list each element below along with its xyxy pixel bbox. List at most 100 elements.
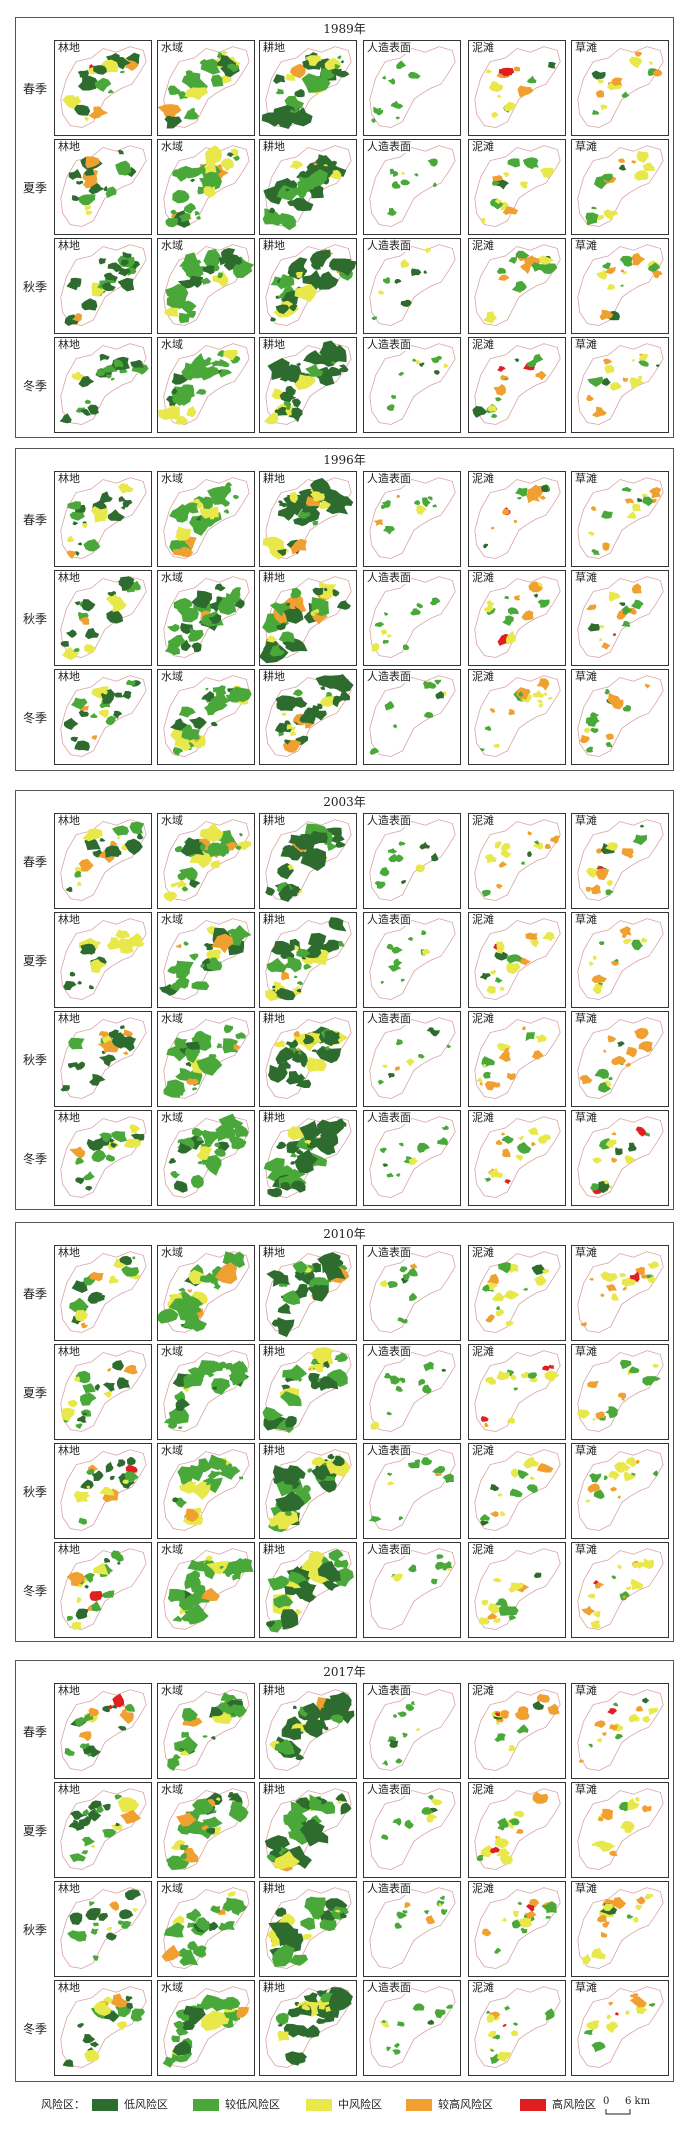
land-type-label: 林地 — [58, 571, 80, 584]
risk-patch — [301, 1820, 307, 1826]
risk-map — [472, 343, 561, 425]
risk-patch — [200, 277, 212, 285]
land-type-label: 耕地 — [263, 338, 285, 351]
risk-patch — [390, 394, 397, 399]
season-label: 夏季 — [22, 1386, 47, 1400]
risk-patch — [388, 1375, 401, 1385]
risk-patch — [533, 593, 538, 598]
risk-patch — [613, 633, 617, 637]
risk-map — [369, 576, 456, 658]
risk-patch — [587, 1380, 599, 1389]
risk-patch — [629, 1271, 640, 1283]
risk-map — [474, 244, 561, 326]
risk-patch — [293, 1608, 303, 1615]
risk-patch — [98, 257, 107, 265]
land-type-label: 人造表面 — [367, 571, 411, 584]
risk-patch — [310, 262, 321, 270]
risk-patch — [170, 1170, 181, 1179]
risk-patch — [188, 716, 207, 730]
risk-patch — [531, 1050, 544, 1060]
risk-patch — [541, 484, 550, 493]
risk-patch — [324, 1030, 341, 1047]
risk-patch — [433, 369, 440, 376]
risk-patch — [592, 1418, 596, 1421]
risk-patch — [599, 625, 605, 629]
risk-patch — [526, 75, 537, 84]
risk-map-cell: 水域 — [157, 1011, 255, 1107]
risk-map-cell: 草滩 — [571, 238, 669, 334]
risk-patch — [319, 1918, 337, 1932]
risk-patch — [132, 2008, 146, 2018]
risk-patch — [587, 623, 600, 632]
risk-patch — [316, 2017, 326, 2025]
land-type-label: 草滩 — [575, 1543, 597, 1556]
risk-patch — [495, 396, 502, 402]
risk-patch — [321, 1254, 341, 1270]
risk-patch — [611, 77, 623, 86]
season-label: 冬季 — [22, 1584, 47, 1598]
risk-map — [577, 1350, 664, 1432]
risk-map-cell: 草滩 — [571, 1782, 669, 1878]
risk-patch — [494, 1733, 506, 1742]
region-boundary — [369, 477, 456, 559]
land-type-label: 草滩 — [575, 239, 597, 252]
risk-patch — [383, 1372, 392, 1379]
risk-patch — [599, 309, 614, 321]
risk-patch — [516, 1142, 532, 1154]
risk-patch — [121, 1265, 140, 1277]
legend-item-low: 低风险区 — [92, 2098, 168, 2112]
risk-patch — [223, 1024, 234, 1034]
risk-map-cell: 林地 — [54, 669, 152, 765]
risk-patch — [387, 1480, 395, 1486]
risk-map — [577, 1017, 664, 1099]
risk-patch — [607, 1035, 617, 1043]
risk-patch — [431, 852, 439, 862]
risk-patch — [502, 508, 510, 515]
risk-patch — [180, 1844, 187, 1851]
risk-patch — [387, 1072, 395, 1079]
risk-map — [59, 343, 149, 425]
risk-patch — [229, 1251, 246, 1268]
risk-patch — [524, 1462, 532, 1468]
risk-patch — [285, 2053, 292, 2058]
risk-patch — [401, 171, 405, 175]
season-row: 春季 林地 水域 耕地 人造表面 泥滩 草滩 — [16, 813, 673, 909]
risk-patch — [275, 304, 290, 315]
risk-patch — [586, 746, 594, 753]
risk-patch — [74, 104, 91, 116]
risk-patch — [606, 2014, 612, 2019]
land-type-label: 泥滩 — [472, 338, 494, 351]
risk-patch — [299, 713, 316, 725]
risk-patch — [217, 358, 230, 368]
risk-patch — [89, 1590, 103, 1602]
risk-patch — [79, 1743, 90, 1750]
risk-patch — [182, 77, 198, 89]
risk-patch — [507, 158, 520, 168]
risk-map-cell: 人造表面 — [363, 238, 461, 334]
risk-patch — [220, 248, 236, 261]
risk-map — [265, 1887, 352, 1969]
risk-patch — [423, 712, 434, 719]
risk-map-cell: 水域 — [157, 238, 255, 334]
risk-patch — [163, 1417, 175, 1425]
risk-patch — [119, 70, 125, 74]
season-row: 冬季 林地 水域 耕地 人造表面 泥滩 草滩 — [16, 669, 673, 765]
season-row: 冬季 林地 水域 耕地 人造表面 泥滩 草滩 — [16, 1110, 673, 1206]
risk-patch — [108, 1275, 119, 1285]
risk-patch — [481, 889, 491, 897]
risk-patch — [208, 1372, 215, 1378]
risk-patch — [614, 2012, 619, 2016]
risk-patch — [618, 1273, 627, 1278]
land-type-label: 耕地 — [263, 670, 285, 683]
risk-patch — [308, 1373, 320, 1383]
legend-item-lower: 较低风险区 — [193, 2098, 280, 2112]
season-label: 春季 — [22, 855, 47, 869]
risk-map — [60, 1689, 147, 1771]
risk-patch — [532, 1791, 549, 1804]
risk-patch — [480, 1845, 493, 1858]
risk-map-cell: 林地 — [54, 1110, 152, 1206]
risk-patch — [489, 708, 496, 713]
risk-patch — [119, 1255, 133, 1266]
scale-bar-line — [605, 2109, 631, 2115]
risk-map — [474, 477, 561, 559]
